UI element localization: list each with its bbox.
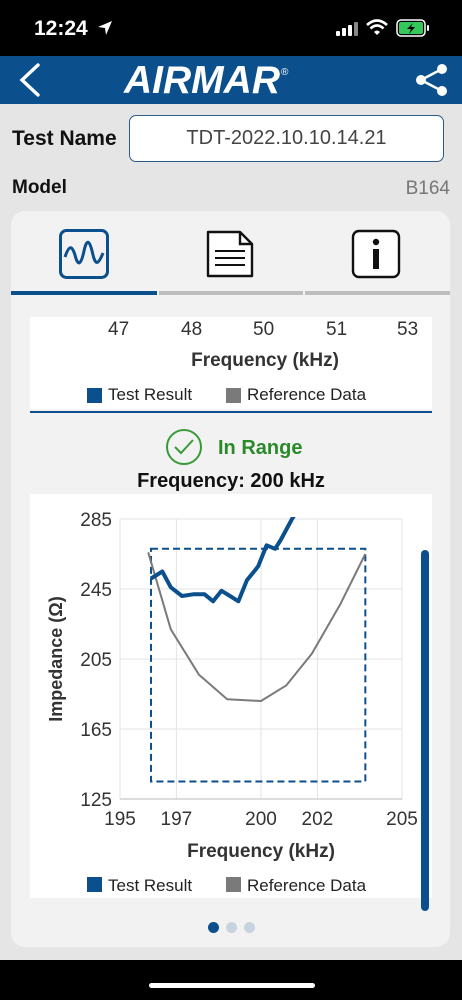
legend-label-ref: Reference Data <box>247 876 367 895</box>
y-tick-label: 285 <box>80 510 112 531</box>
waveform-icon <box>59 229 109 279</box>
logo-text: AIRMAR <box>124 59 280 102</box>
chart-title: Frequency: 200 kHz <box>137 470 325 492</box>
page-dot-3[interactable] <box>243 922 255 933</box>
legend-swatch-ref <box>226 387 241 403</box>
test-name-label: Test Name <box>12 127 117 150</box>
chart-tab[interactable] <box>11 229 157 303</box>
top-chart-tick: 51 <box>326 319 348 340</box>
status-bar: 12:24 <box>0 0 462 56</box>
battery-charging-icon <box>396 19 429 37</box>
page-dot-1[interactable] <box>207 922 219 933</box>
model-value: B164 <box>405 178 450 199</box>
legend-swatch-ref <box>226 877 241 892</box>
home-indicator[interactable] <box>149 983 315 988</box>
x-tick-label: 200 <box>245 809 277 830</box>
top-chart-tick: 47 <box>108 319 130 340</box>
model-label: Model <box>12 177 67 198</box>
bottom-bar <box>0 960 462 1000</box>
top-chart-tick: 48 <box>181 319 203 340</box>
info-tab[interactable] <box>303 229 449 303</box>
x-tick-label: 205 <box>386 809 418 830</box>
tab-indicator-document <box>159 291 303 295</box>
top-chart-xlabel: Frequency (kHz) <box>191 350 339 371</box>
wifi-icon <box>366 19 388 35</box>
range-status: In Range <box>218 437 303 459</box>
legend-label: Reference Data <box>247 385 367 404</box>
series-line-reference <box>147 552 367 702</box>
y-tick-label: 125 <box>80 790 112 811</box>
page-dot-2[interactable] <box>225 922 237 933</box>
chart-divider <box>30 411 432 413</box>
document-icon <box>206 230 254 278</box>
test-name-input[interactable] <box>129 115 444 162</box>
series-line-test-result <box>149 517 296 604</box>
top-chart-legend-test: Test Result <box>87 385 192 405</box>
x-tick-label: 195 <box>104 809 136 830</box>
chart-panel: 195 197 200 202 205 285 245 205 165 125 Frequency … <box>30 494 432 898</box>
x-tick-label: 202 <box>302 809 334 830</box>
status-time: 12:24 <box>34 17 88 40</box>
top-chart-tick: 53 <box>397 319 419 340</box>
airmar-logo: AIRMAR® <box>124 59 289 103</box>
impedance-chart: 195 197 200 202 205 285 245 205 165 125 Frequency … <box>46 510 418 895</box>
y-tick-label: 245 <box>80 580 112 601</box>
tab-indicator-chart <box>11 291 157 295</box>
result-status-row <box>30 414 432 494</box>
info-icon <box>351 229 401 279</box>
y-tick-label: 205 <box>80 650 112 671</box>
share-icon[interactable] <box>412 62 452 98</box>
signal-icon <box>336 22 358 36</box>
back-arrow-icon[interactable] <box>14 62 44 98</box>
registered-mark: ® <box>280 67 289 78</box>
legend-swatch-test <box>87 387 102 403</box>
document-tab[interactable] <box>157 229 303 303</box>
page-indicator <box>0 922 462 933</box>
top-chart-legend-ref: Reference Data <box>226 385 366 405</box>
legend-swatch-test <box>87 877 102 892</box>
app-bar: AIRMAR® <box>0 56 462 104</box>
tab-indicator-info <box>305 291 450 295</box>
limit-box <box>150 547 367 783</box>
legend-label-test: Test Result <box>108 876 192 895</box>
x-tick-label: 197 <box>161 809 193 830</box>
location-arrow-icon <box>98 21 112 35</box>
x-axis-label: Frequency (kHz) <box>187 841 335 862</box>
legend-label: Test Result <box>108 385 193 404</box>
y-axis-label: Impedance (Ω) <box>46 596 66 721</box>
top-chart-tick: 50 <box>253 319 275 340</box>
y-tick-label: 165 <box>80 720 112 741</box>
vertical-scrollbar[interactable] <box>421 550 429 911</box>
check-circle-icon <box>166 429 202 465</box>
